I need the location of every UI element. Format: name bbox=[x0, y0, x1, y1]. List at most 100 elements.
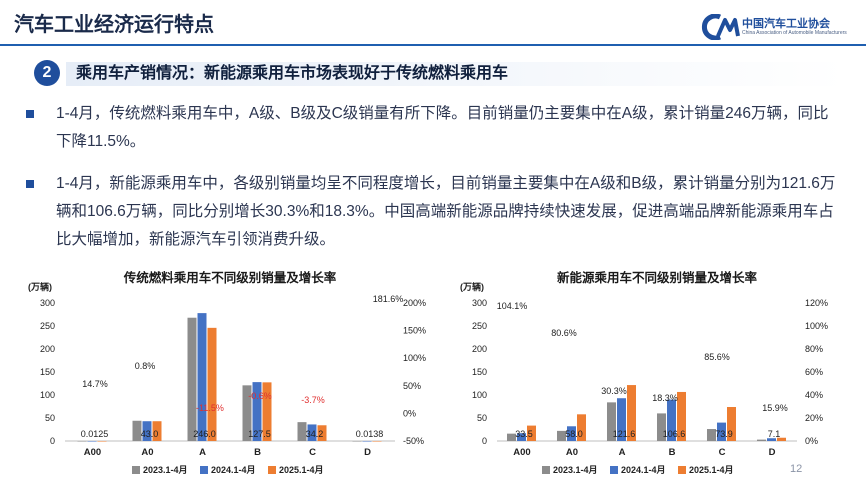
y-tick-label: 250 bbox=[40, 321, 55, 331]
bar bbox=[262, 382, 272, 441]
bar bbox=[627, 385, 636, 441]
section-number: 2 bbox=[34, 60, 60, 86]
x-tick-label: D bbox=[364, 447, 371, 458]
growth-label: -3.7% bbox=[301, 395, 325, 405]
growth-label: 15.9% bbox=[762, 403, 788, 413]
y-tick-label: 150 bbox=[40, 367, 55, 377]
x-tick-label: C bbox=[719, 447, 726, 458]
bar bbox=[767, 438, 776, 441]
bar bbox=[777, 437, 786, 441]
caam-logo-icon bbox=[701, 13, 740, 41]
bar bbox=[607, 402, 616, 441]
bar bbox=[507, 433, 516, 441]
bullet-text: 1-4月，传统燃料乘用车中，A级、B级及C级销量有所下降。目前销量仍主要集中在A… bbox=[56, 105, 829, 150]
bar bbox=[77, 440, 87, 442]
legend-swatch bbox=[200, 466, 208, 474]
bar bbox=[242, 385, 252, 441]
traditional-fuel-chart: 传统燃料乘用车不同级别销量及增长率 (万辆) 0 50 100 150 200 250 300 -… bbox=[28, 270, 426, 475]
y-tick-label: 50 bbox=[45, 413, 55, 423]
bar bbox=[757, 439, 766, 441]
y2-tick-label: 0% bbox=[403, 408, 416, 418]
x-tick-label: A00 bbox=[84, 447, 101, 458]
bullet-nev: 1-4月，新能源乘用车中，各级别销量均呈不同程度增长，目前销量主要集中在A级和B… bbox=[26, 170, 838, 254]
bar bbox=[527, 425, 536, 441]
y2-tick-label: 40% bbox=[805, 390, 823, 400]
bar bbox=[142, 421, 152, 441]
bar bbox=[372, 440, 382, 442]
y2-tick-label: 50% bbox=[403, 381, 421, 391]
value-label: 121.6 bbox=[613, 429, 636, 439]
value-label: 58.0 bbox=[565, 429, 583, 439]
y2-tick-label: 20% bbox=[805, 413, 823, 423]
section-heading: 乘用车产销情况：新能源乘用车市场表现好于传统燃料乘用车 bbox=[66, 62, 846, 86]
y2-tick-label: -50% bbox=[403, 436, 424, 446]
value-label: 73.9 bbox=[715, 429, 733, 439]
y2-tick-label: 0% bbox=[805, 436, 818, 446]
bar bbox=[727, 407, 736, 441]
bar bbox=[677, 391, 686, 441]
bar bbox=[297, 422, 307, 441]
legend-label: 2025.1-4月 bbox=[279, 465, 324, 475]
bullet-square-icon bbox=[26, 110, 34, 118]
bar bbox=[657, 413, 666, 441]
bar bbox=[87, 440, 97, 442]
y-tick-label: 100 bbox=[40, 390, 55, 400]
bar bbox=[187, 317, 197, 441]
legend-swatch bbox=[132, 466, 140, 474]
page-title: 汽车工业经济运行特点 bbox=[14, 14, 214, 36]
growth-label: 14.7% bbox=[82, 379, 108, 389]
bar bbox=[132, 420, 142, 441]
bar bbox=[517, 433, 526, 441]
chart-title: 传统燃料乘用车不同级别销量及增长率 bbox=[123, 270, 337, 285]
value-label: 127.5 bbox=[248, 429, 271, 439]
y2-tick-label: 100% bbox=[805, 321, 828, 331]
value-label: 0.0125 bbox=[81, 429, 109, 439]
bar bbox=[557, 430, 566, 441]
legend-label: 2024.1-4月 bbox=[621, 465, 666, 475]
bar bbox=[97, 440, 107, 442]
growth-label: 18.3% bbox=[652, 393, 678, 403]
x-tick-label: A bbox=[199, 447, 206, 458]
value-label: 43.0 bbox=[141, 429, 159, 439]
legend-swatch bbox=[610, 466, 618, 474]
legend-swatch bbox=[678, 466, 686, 474]
y-tick-label: 300 bbox=[472, 298, 487, 308]
legend-swatch bbox=[268, 466, 276, 474]
nev-chart: 新能源乘用车不同级别销量及增长率 (万辆) 0 50 100 150 200 250 300 0%… bbox=[460, 270, 828, 475]
value-label: 33.5 bbox=[515, 429, 533, 439]
bar bbox=[307, 424, 317, 441]
y-tick-label: 0 bbox=[50, 436, 55, 446]
y2-tick-label: 80% bbox=[805, 344, 823, 354]
x-tick-label: B bbox=[254, 447, 261, 458]
x-tick-label: A bbox=[619, 447, 626, 458]
bar bbox=[197, 313, 207, 441]
chart-title: 新能源乘用车不同级别销量及增长率 bbox=[557, 270, 758, 285]
y-tick-label: 0 bbox=[482, 436, 487, 446]
y-axis-unit: (万辆) bbox=[460, 281, 484, 292]
growth-label: 30.3% bbox=[601, 386, 627, 396]
legend-label: 2024.1-4月 bbox=[211, 465, 256, 475]
bullet-text: 1-4月，新能源乘用车中，各级别销量均呈不同程度增长，目前销量主要集中在A级和B… bbox=[56, 175, 836, 248]
logo-english-name: China Association of Automobile Manufact… bbox=[742, 30, 847, 36]
page-number: 12 bbox=[790, 463, 803, 475]
growth-label: 80.6% bbox=[551, 328, 577, 338]
bar bbox=[317, 425, 327, 441]
x-tick-label: D bbox=[769, 447, 776, 458]
value-label: 106.6 bbox=[663, 429, 686, 439]
bar bbox=[362, 440, 372, 442]
x-tick-label: B bbox=[669, 447, 676, 458]
bullet-traditional: 1-4月，传统燃料乘用车中，A级、B级及C级销量有所下降。目前销量仍主要集中在A… bbox=[26, 100, 838, 156]
logo: 中国汽车工业协会 China Association of Automobile… bbox=[700, 13, 860, 42]
y2-tick-label: 120% bbox=[805, 298, 828, 308]
bullet-square-icon bbox=[26, 180, 34, 188]
x-tick-label: C bbox=[309, 447, 316, 458]
growth-label: 181.6% bbox=[373, 294, 404, 304]
value-label: 7.1 bbox=[768, 429, 781, 439]
bar bbox=[207, 327, 217, 441]
legend-label: 2023.1-4月 bbox=[553, 465, 598, 475]
legend-label: 2023.1-4月 bbox=[143, 465, 188, 475]
bar bbox=[617, 398, 626, 441]
legend-label: 2025.1-4月 bbox=[689, 465, 734, 475]
growth-label: 0.8% bbox=[135, 361, 156, 371]
y2-tick-label: 150% bbox=[403, 326, 426, 336]
